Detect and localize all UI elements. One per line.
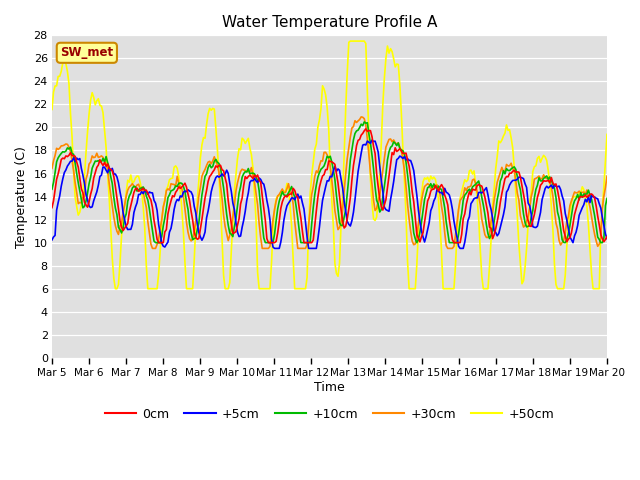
+5cm: [368, 137, 376, 143]
+10cm: [243, 169, 251, 175]
+50cm: [603, 132, 611, 137]
0cm: [48, 205, 56, 211]
X-axis label: Time: Time: [314, 381, 345, 394]
0cm: [234, 222, 241, 228]
+5cm: [232, 220, 240, 226]
+30cm: [48, 166, 56, 171]
+5cm: [603, 236, 611, 241]
0cm: [155, 240, 163, 245]
+30cm: [243, 169, 251, 175]
+10cm: [292, 204, 300, 210]
+30cm: [215, 169, 223, 175]
+10cm: [116, 227, 124, 232]
+30cm: [575, 188, 583, 194]
+5cm: [48, 237, 56, 243]
0cm: [575, 195, 583, 201]
+50cm: [234, 156, 241, 161]
Legend: 0cm, +5cm, +10cm, +30cm, +50cm: 0cm, +5cm, +10cm, +30cm, +50cm: [100, 403, 559, 426]
0cm: [116, 218, 124, 224]
+50cm: [215, 173, 223, 179]
Line: +5cm: +5cm: [52, 140, 607, 248]
0cm: [603, 234, 611, 240]
+50cm: [292, 286, 300, 291]
+5cm: [116, 189, 124, 195]
Title: Water Temperature Profile A: Water Temperature Profile A: [222, 15, 437, 30]
+5cm: [292, 193, 300, 199]
+10cm: [215, 161, 223, 167]
+30cm: [292, 232, 300, 238]
+5cm: [241, 208, 249, 214]
Line: +10cm: +10cm: [52, 122, 607, 242]
+5cm: [214, 173, 221, 179]
0cm: [292, 192, 300, 198]
Text: SW_met: SW_met: [60, 46, 113, 60]
+50cm: [111, 286, 119, 291]
+10cm: [360, 119, 368, 125]
Line: 0cm: 0cm: [52, 129, 607, 242]
+30cm: [603, 173, 611, 179]
+10cm: [603, 195, 611, 201]
+50cm: [48, 107, 56, 112]
+10cm: [575, 197, 583, 203]
+5cm: [271, 245, 278, 251]
+50cm: [575, 190, 583, 195]
Y-axis label: Temperature (C): Temperature (C): [15, 145, 28, 248]
+30cm: [116, 223, 124, 228]
+10cm: [152, 240, 159, 245]
+30cm: [148, 245, 156, 251]
0cm: [243, 176, 251, 181]
+50cm: [346, 38, 354, 44]
+10cm: [48, 186, 56, 192]
0cm: [362, 126, 370, 132]
+5cm: [575, 213, 583, 218]
+10cm: [234, 203, 241, 209]
+30cm: [357, 114, 365, 120]
+30cm: [234, 180, 241, 186]
+50cm: [243, 138, 251, 144]
Line: +50cm: +50cm: [52, 41, 607, 288]
+50cm: [118, 233, 125, 239]
0cm: [215, 163, 223, 168]
Line: +30cm: +30cm: [52, 117, 607, 248]
